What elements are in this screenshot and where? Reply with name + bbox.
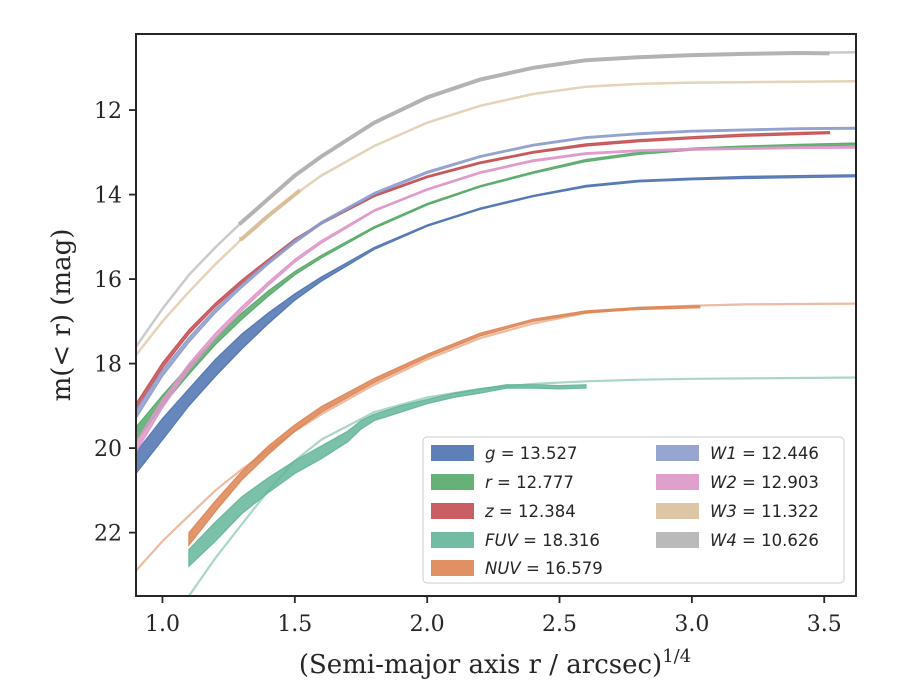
series-w3 bbox=[136, 80, 856, 356]
series-nuv bbox=[136, 302, 856, 572]
y-tick-label: 18 bbox=[94, 353, 122, 378]
series-w4-line bbox=[136, 50, 856, 348]
legend-label: NUV = 16.579 bbox=[485, 559, 603, 578]
legend-swatch bbox=[656, 503, 699, 519]
series-w3-line bbox=[136, 80, 856, 356]
legend-label: W4 = 10.626 bbox=[710, 531, 819, 550]
legend-item-g: g = 13.527 bbox=[431, 444, 578, 463]
legend-frame bbox=[422, 436, 845, 584]
x-tick-label: 3.5 bbox=[807, 612, 842, 637]
legend-label: z = 12.384 bbox=[484, 502, 576, 521]
legend-swatch bbox=[431, 560, 474, 576]
x-tick-label: 2.5 bbox=[542, 612, 577, 637]
series-layer bbox=[136, 50, 856, 596]
plot-frame bbox=[135, 33, 857, 597]
legend-swatch bbox=[431, 503, 474, 519]
legend-item-w2: W2 = 12.903 bbox=[656, 473, 819, 492]
legend-label: FUV = 18.316 bbox=[485, 531, 600, 550]
legend-item-fuv: FUV = 18.316 bbox=[431, 531, 600, 550]
legend-label: r = 12.777 bbox=[485, 473, 574, 492]
legend-item-nuv: NUV = 16.579 bbox=[431, 559, 603, 578]
legend-swatch bbox=[656, 445, 699, 461]
legend-label: W3 = 11.322 bbox=[710, 502, 819, 521]
y-tick-label: 14 bbox=[94, 184, 122, 209]
legend-item-z: z = 12.384 bbox=[431, 502, 576, 521]
y-tick-label: 12 bbox=[94, 99, 122, 124]
legend-swatch bbox=[656, 532, 699, 548]
legend: g = 13.527 r = 12.777 z = 12.384 FUV = 18.3… bbox=[422, 436, 845, 584]
axis-ticks: 1.0 1.5 2.0 2.5 3.0 3.5 12 14 16 18 20 22 bbox=[94, 99, 842, 637]
series-w3-observed bbox=[239, 188, 302, 241]
series-fuv-band bbox=[188, 384, 587, 568]
legend-items: g = 13.527 r = 12.777 z = 12.384 FUV = 18.3… bbox=[431, 444, 819, 578]
series-fuv bbox=[187, 376, 856, 596]
x-tick-label: 3.0 bbox=[674, 612, 709, 637]
x-tick-label: 1.5 bbox=[277, 612, 312, 637]
series-w4-observed bbox=[237, 50, 830, 226]
series-w4 bbox=[136, 50, 856, 348]
series-r bbox=[136, 142, 856, 443]
series-g-band bbox=[136, 174, 856, 475]
series-w2-band bbox=[136, 145, 856, 454]
series-g bbox=[136, 174, 856, 475]
x-tick-label: 1.0 bbox=[145, 612, 180, 637]
legend-item-w1: W1 = 12.446 bbox=[656, 444, 819, 463]
legend-swatch bbox=[656, 474, 699, 490]
x-tick-label: 2.0 bbox=[410, 612, 445, 637]
series-nuv-band bbox=[188, 305, 701, 548]
y-tick-label: 16 bbox=[94, 268, 122, 293]
y-tick-label: 20 bbox=[94, 437, 122, 462]
legend-item-r: r = 12.777 bbox=[431, 473, 574, 492]
y-tick-label: 22 bbox=[94, 522, 122, 547]
legend-label: W2 = 12.903 bbox=[710, 473, 819, 492]
series-r-band bbox=[136, 142, 856, 443]
y-axis-label: m(< r) (mag) bbox=[47, 229, 77, 402]
legend-item-w4: W4 = 10.626 bbox=[656, 531, 819, 550]
legend-swatch bbox=[431, 532, 474, 548]
legend-label: g = 13.527 bbox=[485, 444, 578, 463]
legend-item-w3: W3 = 11.322 bbox=[656, 502, 819, 521]
series-w2 bbox=[136, 145, 856, 454]
legend-swatch bbox=[431, 445, 474, 461]
legend-swatch bbox=[431, 474, 474, 490]
legend-label: W1 = 12.446 bbox=[710, 444, 819, 463]
series-w1 bbox=[136, 126, 856, 420]
series-w1-band bbox=[136, 126, 856, 420]
x-axis-label: (Semi-major axis r / arcsec)1/4 bbox=[299, 646, 691, 680]
series-fuv-model-line bbox=[187, 376, 856, 596]
series-nuv-model-line bbox=[136, 302, 856, 572]
